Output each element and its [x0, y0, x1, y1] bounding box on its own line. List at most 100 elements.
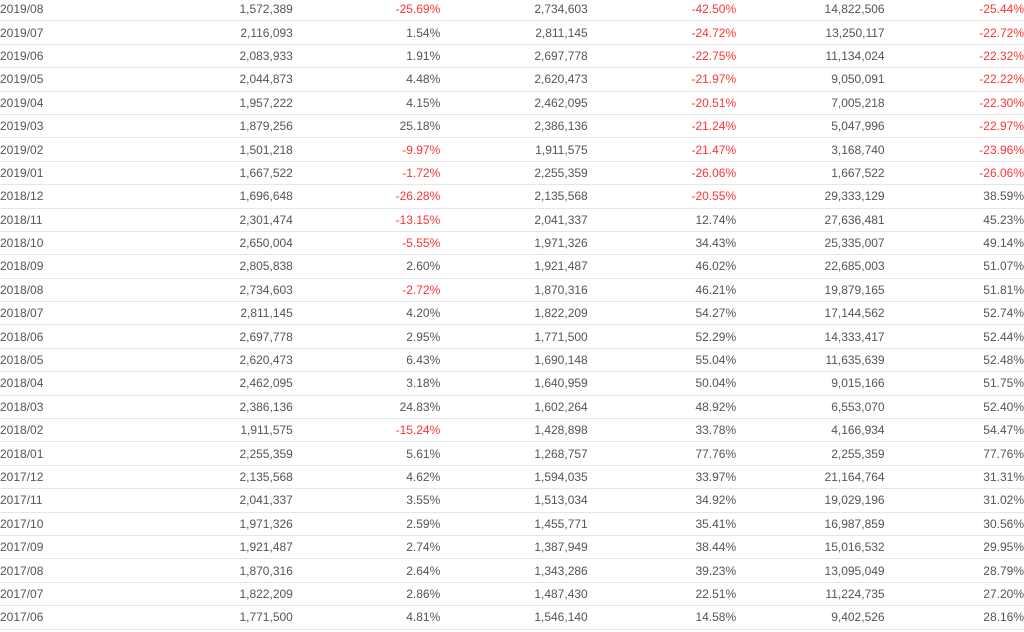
- change-b-cell: 34.43%: [587, 231, 737, 256]
- value-b-cell: 1,428,898: [440, 418, 588, 443]
- change-a-cell: 6.43%: [292, 348, 441, 373]
- month-cell: 2019/05: [0, 67, 101, 92]
- change-b-cell: -20.55%: [587, 184, 737, 209]
- value-b-cell: 1,971,326: [440, 231, 588, 256]
- value-c-cell: 22,685,003: [736, 254, 885, 279]
- change-b-cell: 39.23%: [587, 558, 737, 583]
- value-c-cell: 14,333,417: [736, 324, 885, 349]
- table-row: 2017/08 1,870,316 2.64% 1,343,286 39.23% 13,0…: [0, 558, 1024, 583]
- change-a-cell: 1.91%: [292, 44, 441, 69]
- change-c-cell: 30.56%: [884, 512, 1024, 536]
- value-a-cell: 2,811,145: [100, 301, 293, 326]
- change-c-cell: 52.74%: [884, 301, 1024, 326]
- table-row: 2018/09 2,805,838 2.60% 1,921,487 46.02% 22,6…: [0, 254, 1024, 279]
- value-a-cell: 1,870,316: [100, 558, 293, 583]
- value-a-cell: 2,255,359: [100, 441, 293, 466]
- value-c-cell: 5,047,996: [736, 114, 885, 139]
- value-c-cell: 9,050,091: [736, 67, 885, 92]
- value-c-cell: 17,144,562: [736, 301, 885, 326]
- change-b-cell: 14.58%: [587, 605, 737, 630]
- change-a-cell: 4.62%: [292, 465, 441, 490]
- value-a-cell: 1,771,500: [100, 605, 293, 630]
- change-a-cell: 3.18%: [292, 371, 441, 396]
- change-b-cell: -21.47%: [587, 137, 737, 162]
- table-row: 2018/03 2,386,136 24.83% 1,602,264 48.92% 6,5…: [0, 395, 1024, 420]
- change-a-cell: 2.86%: [292, 582, 441, 607]
- change-a-cell: 5.61%: [292, 441, 441, 466]
- value-a-cell: 1,572,389: [100, 0, 293, 22]
- change-a-cell: 2.64%: [292, 558, 441, 583]
- table-row: 2019/04 1,957,222 4.15% 2,462,095 -20.51% 7,0…: [0, 91, 1024, 115]
- change-b-cell: -26.06%: [587, 161, 737, 186]
- change-b-cell: 22.51%: [587, 582, 737, 607]
- month-cell: 2017/11: [0, 488, 101, 513]
- month-cell: 2018/06: [0, 324, 101, 349]
- change-b-cell: 50.04%: [587, 371, 737, 396]
- change-b-cell: 46.02%: [587, 254, 737, 279]
- change-c-cell: -23.96%: [884, 137, 1024, 162]
- value-c-cell: 11,224,735: [736, 582, 885, 607]
- month-cell: 2017/06: [0, 605, 101, 630]
- table-row: 2019/01 1,667,522 -1.72% 2,255,359 -26.06% 1,…: [0, 161, 1024, 186]
- value-c-cell: 27,636,481: [736, 208, 885, 232]
- value-a-cell: 2,620,473: [100, 348, 293, 373]
- month-cell: 2018/10: [0, 231, 101, 256]
- table-row: 2018/10 2,650,004 -5.55% 1,971,326 34.43% 25,…: [0, 231, 1024, 256]
- change-c-cell: -22.72%: [884, 20, 1024, 45]
- change-b-cell: -20.51%: [587, 91, 737, 115]
- value-b-cell: 2,386,136: [440, 114, 588, 139]
- value-b-cell: 2,697,778: [440, 44, 588, 69]
- change-a-cell: 25.18%: [292, 114, 441, 139]
- month-cell: 2018/02: [0, 418, 101, 443]
- month-cell: 2017/07: [0, 582, 101, 607]
- table-row: 2018/12 1,696,648 -26.28% 2,135,568 -20.55% 2…: [0, 184, 1024, 209]
- change-b-cell: -24.72%: [587, 20, 737, 45]
- value-b-cell: 1,921,487: [440, 254, 588, 279]
- value-a-cell: 1,822,209: [100, 582, 293, 607]
- value-a-cell: 2,462,095: [100, 371, 293, 396]
- value-c-cell: 9,015,166: [736, 371, 885, 396]
- table-row: 2019/08 1,572,389 -25.69% 2,734,603 -42.50% 1…: [0, 0, 1024, 22]
- value-c-cell: 6,553,070: [736, 395, 885, 420]
- value-a-cell: 1,667,522: [100, 161, 293, 186]
- change-c-cell: 28.16%: [884, 605, 1024, 630]
- table-row: 2018/04 2,462,095 3.18% 1,640,959 50.04% 9,01…: [0, 371, 1024, 396]
- month-cell: 2019/06: [0, 44, 101, 69]
- change-b-cell: 12.74%: [587, 208, 737, 232]
- table-row: 2018/06 2,697,778 2.95% 1,771,500 52.29% 14,3…: [0, 324, 1024, 349]
- value-a-cell: 2,083,933: [100, 44, 293, 69]
- value-b-cell: 2,811,145: [440, 20, 588, 45]
- change-a-cell: -5.55%: [292, 231, 441, 256]
- value-c-cell: 13,250,117: [736, 20, 885, 45]
- month-cell: 2018/04: [0, 371, 101, 396]
- change-c-cell: -25.44%: [884, 0, 1024, 22]
- change-c-cell: -26.06%: [884, 161, 1024, 186]
- change-a-cell: 1.54%: [292, 20, 441, 45]
- change-c-cell: 29.95%: [884, 535, 1024, 560]
- table-row: 2019/06 2,083,933 1.91% 2,697,778 -22.75% 11,…: [0, 44, 1024, 69]
- value-c-cell: 11,134,024: [736, 44, 885, 69]
- change-a-cell: 2.95%: [292, 324, 441, 349]
- month-cell: 2019/04: [0, 91, 101, 115]
- value-a-cell: 2,116,093: [100, 20, 293, 45]
- change-a-cell: 4.15%: [292, 91, 441, 115]
- change-c-cell: 54.47%: [884, 418, 1024, 443]
- change-c-cell: 51.07%: [884, 254, 1024, 279]
- value-b-cell: 1,640,959: [440, 371, 588, 396]
- change-b-cell: 48.92%: [587, 395, 737, 420]
- month-cell: 2017/10: [0, 512, 101, 536]
- month-cell: 2018/03: [0, 395, 101, 420]
- table-row: 2017/07 1,822,209 2.86% 1,487,430 22.51% 11,2…: [0, 582, 1024, 607]
- change-c-cell: -22.22%: [884, 67, 1024, 92]
- change-b-cell: 77.76%: [587, 441, 737, 466]
- change-a-cell: -9.97%: [292, 137, 441, 162]
- value-a-cell: 1,696,648: [100, 184, 293, 209]
- value-c-cell: 1,667,522: [736, 161, 885, 186]
- value-c-cell: 7,005,218: [736, 91, 885, 115]
- change-c-cell: -22.97%: [884, 114, 1024, 139]
- month-cell: 2019/02: [0, 137, 101, 162]
- value-b-cell: 1,387,949: [440, 535, 588, 560]
- change-c-cell: 51.81%: [884, 278, 1024, 303]
- value-b-cell: 1,690,148: [440, 348, 588, 373]
